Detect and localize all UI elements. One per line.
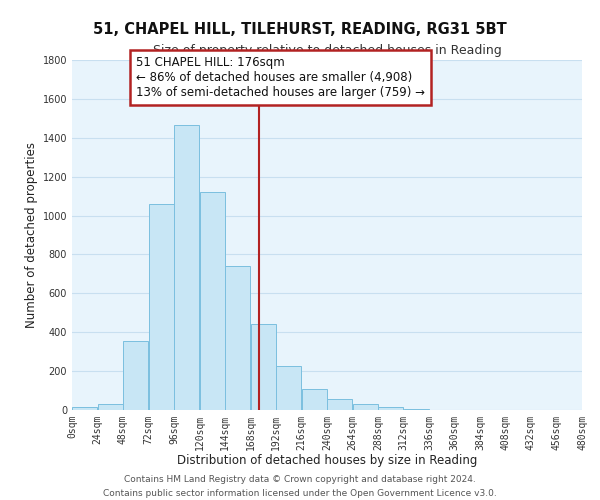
Text: 51 CHAPEL HILL: 176sqm
← 86% of detached houses are smaller (4,908)
13% of semi-: 51 CHAPEL HILL: 176sqm ← 86% of detached…: [136, 56, 425, 99]
Text: Contains HM Land Registry data © Crown copyright and database right 2024.
Contai: Contains HM Land Registry data © Crown c…: [103, 476, 497, 498]
Bar: [404, 409, 428, 410]
Bar: [302, 388, 326, 410]
Bar: [175, 125, 199, 410]
Bar: [124, 341, 148, 410]
Bar: [200, 192, 224, 410]
X-axis label: Distribution of detached houses by size in Reading: Distribution of detached houses by size …: [177, 454, 477, 468]
Title: Size of property relative to detached houses in Reading: Size of property relative to detached ho…: [152, 44, 502, 58]
Bar: [149, 204, 173, 410]
Y-axis label: Number of detached properties: Number of detached properties: [25, 142, 38, 328]
Bar: [226, 266, 250, 410]
Bar: [98, 404, 122, 410]
Bar: [353, 404, 377, 410]
Bar: [251, 324, 275, 410]
Bar: [277, 366, 301, 410]
Bar: [379, 407, 403, 410]
Bar: [73, 407, 97, 410]
Bar: [328, 400, 352, 410]
Text: 51, CHAPEL HILL, TILEHURST, READING, RG31 5BT: 51, CHAPEL HILL, TILEHURST, READING, RG3…: [93, 22, 507, 38]
